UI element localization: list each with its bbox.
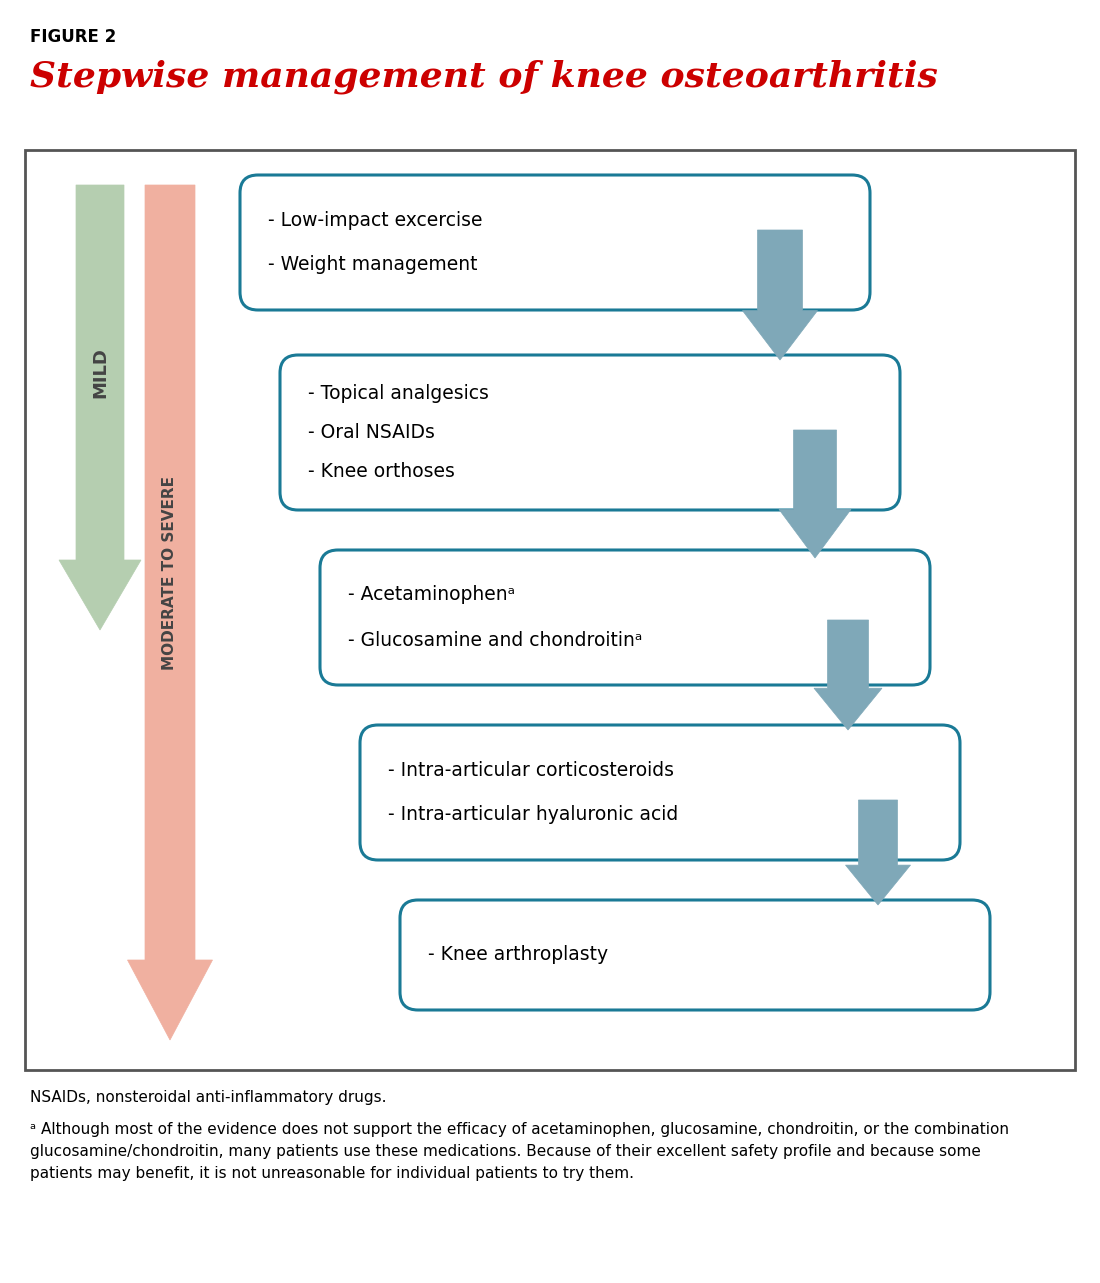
Text: NSAIDs, nonsteroidal anti-inflammatory drugs.: NSAIDs, nonsteroidal anti-inflammatory d… xyxy=(30,1091,386,1105)
Text: FIGURE 2: FIGURE 2 xyxy=(30,28,117,46)
Polygon shape xyxy=(814,620,882,730)
Text: - Low-impact excercise: - Low-impact excercise xyxy=(268,210,483,230)
Text: - Weight management: - Weight management xyxy=(268,255,477,275)
FancyBboxPatch shape xyxy=(360,725,960,860)
Text: - Acetaminophenᵃ: - Acetaminophenᵃ xyxy=(348,585,515,604)
Text: - Topical analgesics: - Topical analgesics xyxy=(308,384,488,403)
FancyBboxPatch shape xyxy=(25,150,1075,1070)
Polygon shape xyxy=(742,230,817,361)
FancyBboxPatch shape xyxy=(240,174,870,310)
Polygon shape xyxy=(779,430,851,558)
Text: - Intra-articular hyaluronic acid: - Intra-articular hyaluronic acid xyxy=(388,806,679,825)
Text: - Glucosamine and chondroitinᵃ: - Glucosamine and chondroitinᵃ xyxy=(348,630,642,649)
FancyBboxPatch shape xyxy=(280,355,900,511)
Polygon shape xyxy=(846,801,911,905)
Text: MILD: MILD xyxy=(91,348,109,398)
FancyBboxPatch shape xyxy=(400,899,990,1010)
Polygon shape xyxy=(59,185,141,630)
Text: - Knee arthroplasty: - Knee arthroplasty xyxy=(428,946,608,965)
FancyBboxPatch shape xyxy=(320,550,930,685)
Polygon shape xyxy=(128,185,212,1041)
Text: - Oral NSAIDs: - Oral NSAIDs xyxy=(308,423,435,443)
Text: - Intra-articular corticosteroids: - Intra-articular corticosteroids xyxy=(388,761,674,780)
Text: ᵃ Although most of the evidence does not support the efficacy of acetaminophen, : ᵃ Although most of the evidence does not… xyxy=(30,1123,1009,1182)
Text: Stepwise management of knee osteoarthritis: Stepwise management of knee osteoarthrit… xyxy=(30,60,938,95)
Text: - Knee orthoses: - Knee orthoses xyxy=(308,462,455,481)
Text: MODERATE TO SEVERE: MODERATE TO SEVERE xyxy=(163,476,177,670)
